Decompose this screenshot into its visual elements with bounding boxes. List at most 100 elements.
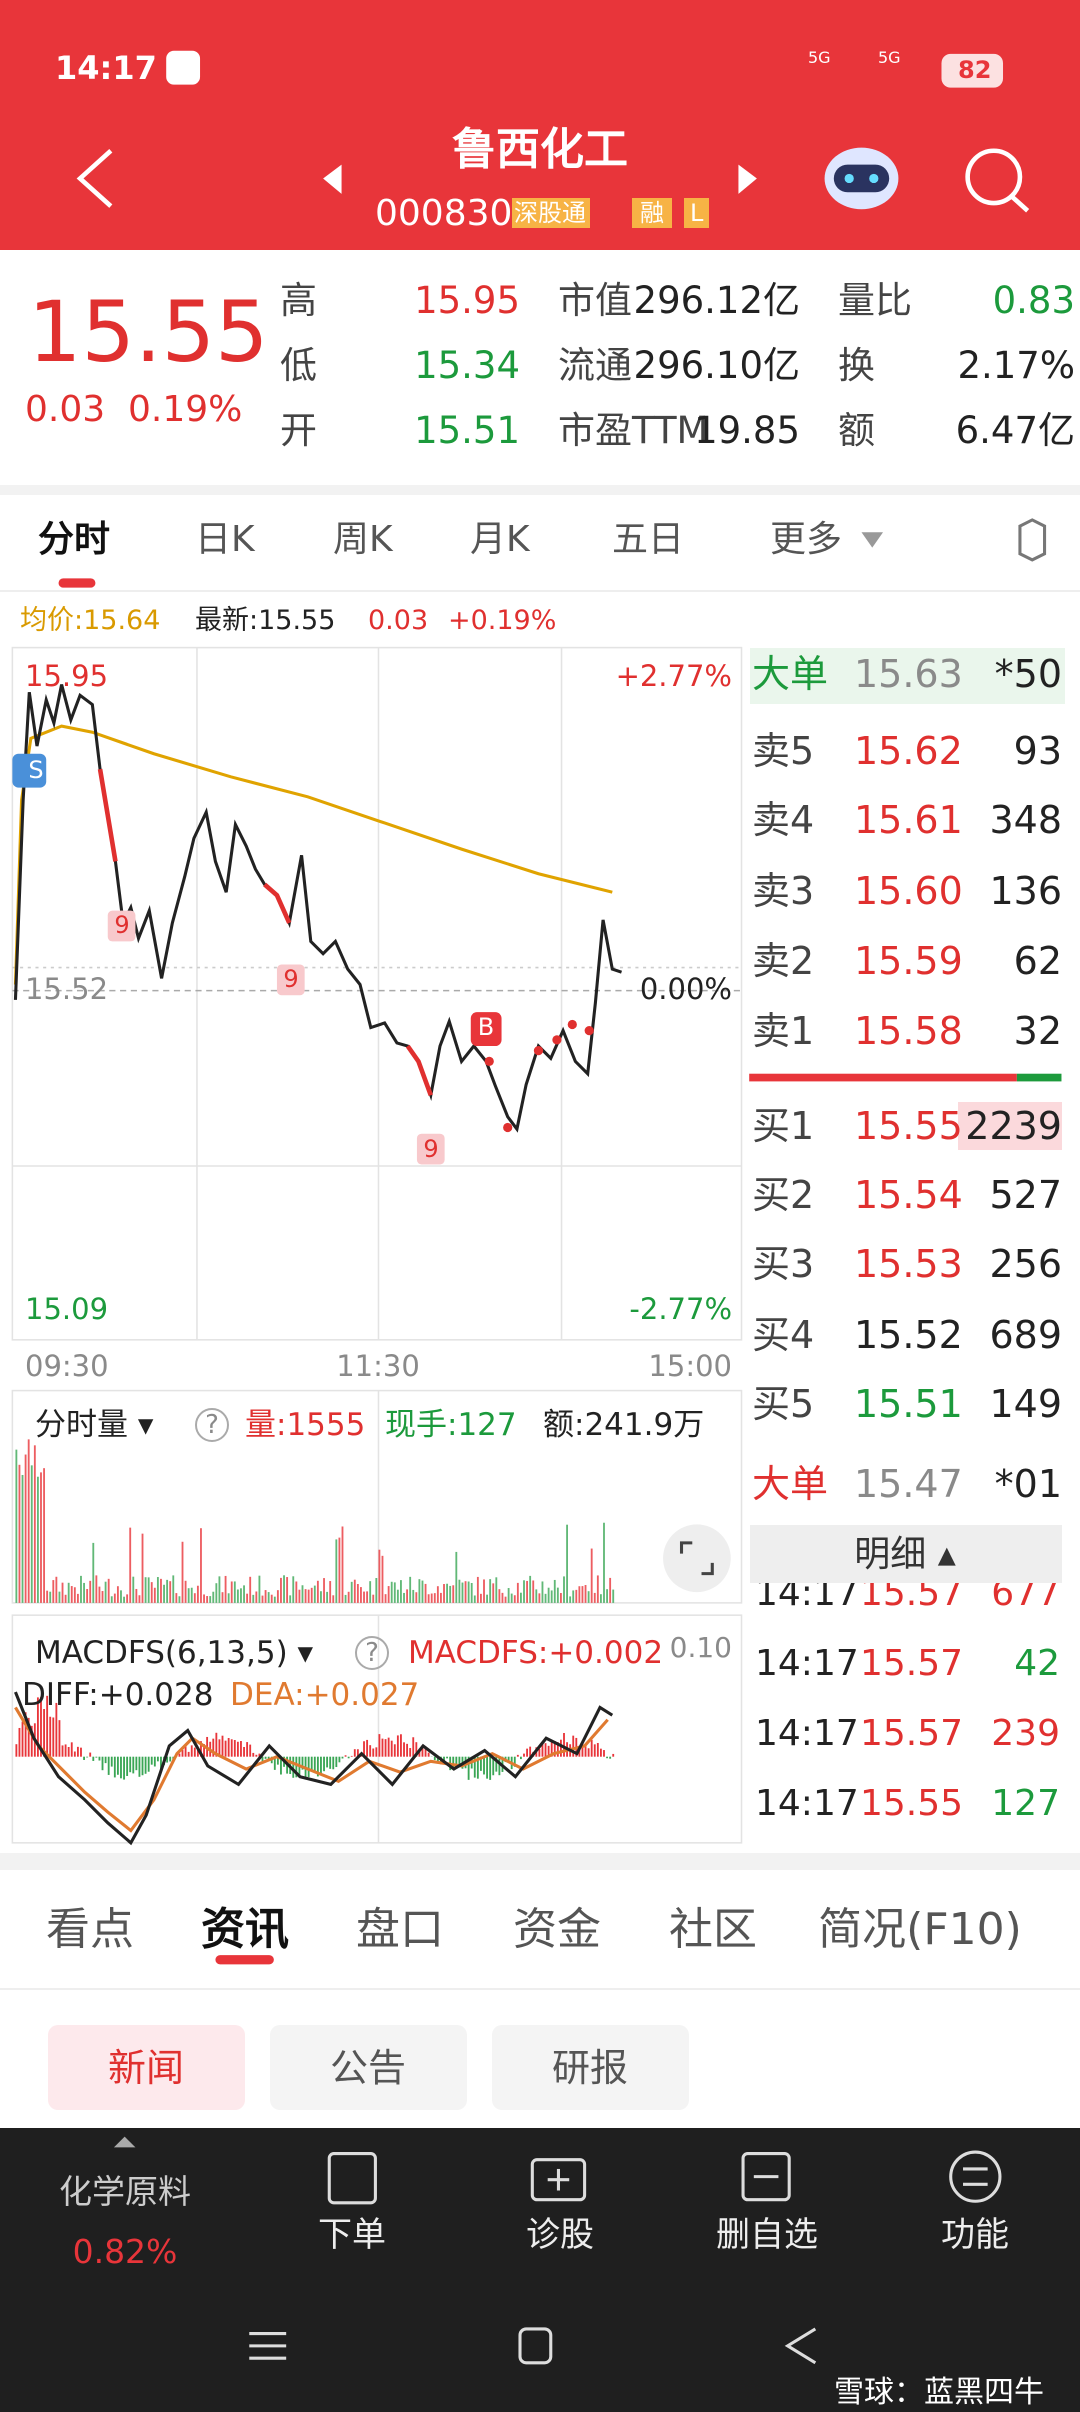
volume-bar-decor <box>566 1524 568 1603</box>
macd-bar-decor <box>193 1747 196 1757</box>
toolbar-item[interactable]: 删自选 <box>716 2215 818 2255</box>
macd-bar-decor <box>353 1749 356 1757</box>
volume-bar-decor <box>353 1579 356 1603</box>
volume-bar-decor <box>369 1581 372 1603</box>
help-icon[interactable]: ? <box>195 1408 229 1442</box>
volume-bar-decor <box>86 1589 89 1603</box>
next-icon[interactable] <box>738 164 757 194</box>
macd-bar-decor <box>203 1744 205 1757</box>
stat-label: 市值 <box>558 279 632 322</box>
back-icon[interactable] <box>76 149 113 208</box>
volume-bar-decor <box>227 1593 230 1603</box>
chart-tab[interactable]: 月K <box>470 519 530 560</box>
sector[interactable]: 化学原料 <box>59 2172 191 2211</box>
volume-title[interactable]: 分时量 ▾ <box>35 1407 154 1443</box>
macd-bar-decor <box>606 1756 608 1759</box>
nav-back[interactable] <box>784 2327 817 2365</box>
axis-label: 15.95 <box>25 659 109 693</box>
chart-tab[interactable]: 日K <box>195 519 255 560</box>
help-icon[interactable]: ? <box>355 1636 389 1670</box>
settings-icon[interactable] <box>1018 518 1047 562</box>
volume-bar-decor <box>599 1594 602 1603</box>
toolbar-item[interactable]: 功能 <box>941 2215 1009 2255</box>
volume-bar-decor <box>387 1586 390 1603</box>
sub-tab-bg[interactable] <box>48 2025 245 2110</box>
book-price: 15.52 <box>854 1313 963 1357</box>
volume-bar-decor <box>233 1581 236 1603</box>
chart-tab[interactable]: 五日 <box>612 519 685 560</box>
expand-icon[interactable] <box>113 2136 136 2148</box>
volume-bar-decor <box>449 1585 452 1603</box>
toolbar-item[interactable]: 下单 <box>318 2215 386 2255</box>
section-tab[interactable]: 社区 <box>669 1904 757 1955</box>
volume-bar-decor <box>283 1575 285 1603</box>
volume-bar-decor <box>356 1584 359 1603</box>
chart-tab[interactable]: 周K <box>333 519 393 560</box>
tag: 融 <box>632 198 672 228</box>
macd-bar-decor <box>593 1744 596 1757</box>
prev-icon[interactable] <box>323 164 342 194</box>
sub-tab[interactable]: 研报 <box>551 2046 629 2090</box>
expand-icon[interactable] <box>679 1541 693 1554</box>
section-tab[interactable]: 资讯 <box>201 1904 289 1955</box>
marker: B <box>477 1013 495 1041</box>
volume-bar-decor <box>590 1548 593 1603</box>
network: 5G <box>808 48 831 67</box>
detail-tab[interactable]: 明细 ▴ <box>854 1534 956 1575</box>
stat-value: 15.95 <box>414 279 520 322</box>
sub-tab[interactable]: 新闻 <box>107 2046 185 2090</box>
stock-code: 000830 <box>375 193 513 234</box>
expand-icon[interactable] <box>663 1524 731 1593</box>
function-icon[interactable] <box>949 2150 1002 2203</box>
volume-bar-decor <box>301 1585 304 1603</box>
dropdown-icon[interactable] <box>861 532 884 548</box>
search-icon[interactable] <box>1010 195 1030 213</box>
volume-bar-decor <box>292 1576 295 1603</box>
volume-bar-decor <box>129 1527 132 1603</box>
chart-tab[interactable]: 更多 <box>770 519 843 560</box>
remove-icon[interactable] <box>741 2152 791 2202</box>
macd-bar-decor <box>443 1756 445 1762</box>
volume-bar-decor <box>489 1579 492 1603</box>
macd-title[interactable]: MACDFS(6,13,5) ▾ <box>35 1635 314 1671</box>
sub-tab-bg[interactable] <box>492 2025 689 2110</box>
macd-bar-decor <box>184 1744 187 1757</box>
macd-title-text: MACDFS(6,13,5) <box>35 1635 288 1671</box>
section-tab[interactable]: 简况(F10) <box>818 1904 1022 1955</box>
book-volume: 689 <box>989 1313 1062 1357</box>
macd-bar-decor <box>236 1741 239 1757</box>
volume-bar-decor <box>424 1583 427 1603</box>
robot-icon[interactable] <box>824 147 899 210</box>
change: 0.03 <box>368 605 429 636</box>
sub-tab[interactable]: 公告 <box>329 2046 407 2090</box>
volume-bar-decor <box>49 1591 52 1603</box>
toolbar-item[interactable]: 诊股 <box>526 2215 594 2255</box>
macd-bar-decor <box>156 1756 159 1762</box>
macd-bar-decor <box>135 1756 138 1771</box>
volume-bar-decor <box>289 1595 292 1603</box>
macd-bar-decor <box>73 1751 76 1757</box>
volume-bar-decor <box>298 1589 301 1603</box>
volume-bar-decor <box>516 1582 519 1603</box>
macd-bar-decor <box>609 1756 612 1759</box>
volume-bar-decor <box>427 1594 430 1603</box>
volume-bar-decor <box>569 1596 572 1603</box>
search-icon[interactable] <box>965 148 1023 206</box>
order-icon[interactable] <box>327 2152 377 2205</box>
volume-bar-decor <box>89 1580 92 1603</box>
section-tab[interactable]: 看点 <box>46 1904 134 1955</box>
sub-tab-bg[interactable] <box>270 2025 467 2110</box>
ask-bid-bar <box>1016 1073 1062 1082</box>
expand-icon[interactable] <box>701 1562 714 1576</box>
section-tab[interactable]: 资金 <box>513 1904 601 1955</box>
book-label: 买3 <box>752 1242 815 1286</box>
volume-bar-decor <box>30 1465 33 1603</box>
nav-home[interactable] <box>518 2327 553 2365</box>
diagnose-icon[interactable] <box>530 2158 587 2202</box>
macd-bar-decor <box>218 1739 221 1757</box>
volume-bar-decor <box>393 1582 396 1603</box>
volume-bar-decor <box>46 1590 49 1603</box>
macd-bar-decor <box>43 1709 45 1757</box>
chart-tab[interactable]: 分时 <box>38 519 111 560</box>
section-tab[interactable]: 盘口 <box>356 1904 444 1955</box>
